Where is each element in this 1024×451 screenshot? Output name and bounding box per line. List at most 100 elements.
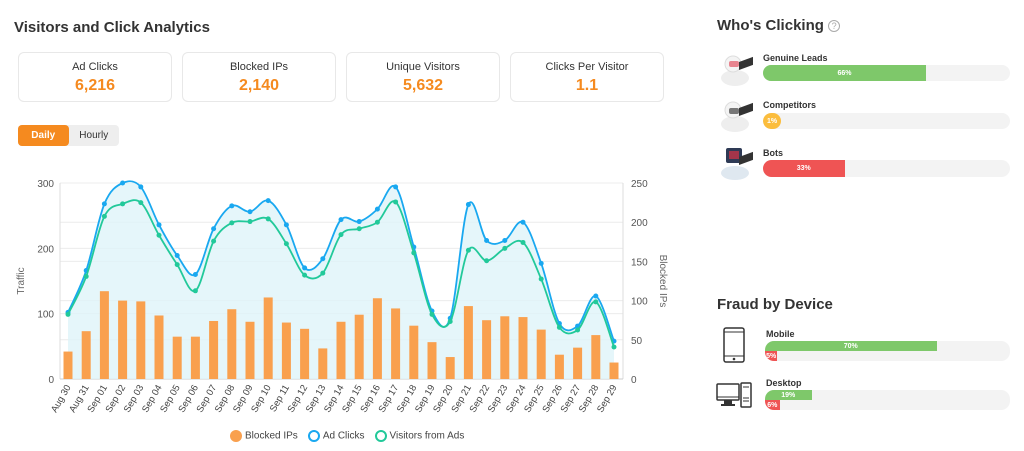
hourly-tab[interactable]: Hourly <box>79 130 109 141</box>
blocked-ips-bar <box>118 300 128 379</box>
stat-label: Clicks Per Visitor <box>545 61 629 73</box>
visitors-point <box>211 238 217 244</box>
ad-clicks-point <box>520 219 526 225</box>
ad-clicks-point <box>101 201 107 207</box>
mobile-bar: 70% 5% <box>765 341 1010 361</box>
ad-clicks-point <box>229 203 235 209</box>
left-axis-tick: 200 <box>37 244 54 255</box>
visitors-point <box>520 239 526 245</box>
desktop-computer-icon <box>716 382 752 408</box>
ad-clicks-point <box>192 271 198 277</box>
mobile-label: Mobile <box>766 329 795 339</box>
blocked-ips-bar <box>354 314 364 379</box>
ad-clicks-point <box>320 256 326 262</box>
right-axis-tick: 250 <box>631 179 648 190</box>
visitors-point <box>374 219 380 225</box>
blocked-ips-bar <box>227 309 237 379</box>
visitors-point <box>393 199 399 205</box>
visitors-point <box>83 273 89 279</box>
legend-dot-icon <box>230 430 242 442</box>
legend-label: Blocked IPs <box>245 430 298 442</box>
blocked-ips-bar <box>190 336 200 379</box>
visitors-point <box>447 319 453 325</box>
help-icon[interactable]: ? <box>828 20 841 33</box>
visitors-point <box>429 311 435 317</box>
desktop-total-fill: 19% <box>765 390 812 400</box>
stat-card-unique-visitors: Unique Visitors 5,632 <box>346 52 500 102</box>
visitors-point <box>174 262 180 268</box>
blocked-ips-bar <box>554 354 564 379</box>
daily-tab[interactable]: Daily <box>18 125 69 146</box>
stat-card-ad-clicks: Ad Clicks 6,216 <box>18 52 172 102</box>
legend-blocked-ips[interactable]: Blocked IPs <box>230 430 298 442</box>
legend-ad-clicks[interactable]: Ad Clicks <box>307 430 365 442</box>
blocked-ips-bar <box>172 336 182 379</box>
visitors-point <box>120 201 126 207</box>
left-axis-tick: 300 <box>37 179 54 190</box>
visitors-point <box>502 245 508 251</box>
visitors-point <box>611 344 617 350</box>
visitors-point <box>356 226 362 232</box>
legend-label: Visitors from Ads <box>389 430 465 442</box>
visitors-point <box>338 232 344 238</box>
blocked-ips-bar <box>591 335 601 379</box>
ad-clicks-point <box>120 180 126 186</box>
visitors-point <box>229 220 235 226</box>
blocked-ips-bar <box>482 320 492 379</box>
mobile-total-fill: 70% <box>765 341 937 351</box>
bots-label: Bots <box>763 148 783 158</box>
ad-clicks-point <box>138 184 144 190</box>
genuine-leads-bar: 66% <box>763 65 1010 81</box>
desktop-fraud-fill: 6% <box>765 400 780 410</box>
visitors-point <box>265 216 271 222</box>
traffic-chart: 0 50 100 150 200 250 0 100 200 300 Traffic Blocked … <box>16 179 668 415</box>
chart-legend: Blocked IPs Ad Clicks Visitors from Ads <box>230 430 464 442</box>
stat-value: 1.1 <box>575 77 599 94</box>
ad-clicks-point <box>393 184 399 190</box>
stat-label: Ad Clicks <box>72 61 118 73</box>
visitors-point <box>484 258 490 264</box>
visitors-point <box>156 232 162 238</box>
blocked-ips-bar <box>63 351 73 379</box>
y-axis-label: Traffic <box>16 267 27 294</box>
visitors-point <box>65 311 71 317</box>
blocked-ips-bar <box>263 297 273 379</box>
blocked-ips-bar <box>409 325 419 379</box>
ad-clicks-point <box>283 222 289 228</box>
desktop-label: Desktop <box>766 378 802 388</box>
legend-label: Ad Clicks <box>322 430 365 442</box>
ad-clicks-area <box>68 181 614 379</box>
blocked-ips-bar <box>318 348 328 379</box>
blocked-ips-bar <box>300 328 310 379</box>
legend-circle-icon <box>307 430 320 442</box>
ad-clicks-point <box>465 202 471 208</box>
ad-clicks-point <box>502 237 508 243</box>
section-title-text: Who's Clicking <box>717 17 824 34</box>
blocked-ips-bar <box>500 316 510 379</box>
page-title: Visitors and Click Analytics <box>14 19 210 36</box>
period-toggle: Daily Hourly <box>18 125 119 146</box>
visitors-point <box>101 213 107 219</box>
visitors-point <box>302 272 308 278</box>
blocked-ips-bar <box>536 329 546 379</box>
ad-clicks-point <box>174 253 180 259</box>
stat-card-blocked-ips: Blocked IPs 2,140 <box>182 52 336 102</box>
whos-clicking-title: Who's Clicking ? <box>717 17 841 34</box>
visitors-point <box>411 250 417 256</box>
visitors-point <box>283 241 289 247</box>
blocked-ips-bar <box>427 342 437 379</box>
ad-clicks-point <box>484 237 490 243</box>
right-axis-tick: 150 <box>631 257 648 268</box>
blocked-ips-bar <box>609 362 619 379</box>
ad-clicks-point <box>356 219 362 225</box>
ad-clicks-point <box>593 293 599 299</box>
visitors-point <box>593 299 599 305</box>
blocked-ips-bar <box>99 291 109 379</box>
blocked-ips-bar <box>445 357 455 379</box>
right-axis-tick: 200 <box>631 218 648 229</box>
legend-visitors-from-ads[interactable]: Visitors from Ads <box>374 430 465 442</box>
blocked-ips-bar <box>463 306 473 379</box>
visitors-point <box>247 219 253 225</box>
blocked-ips-bar <box>81 331 91 379</box>
blocked-ips-bar <box>518 317 528 379</box>
